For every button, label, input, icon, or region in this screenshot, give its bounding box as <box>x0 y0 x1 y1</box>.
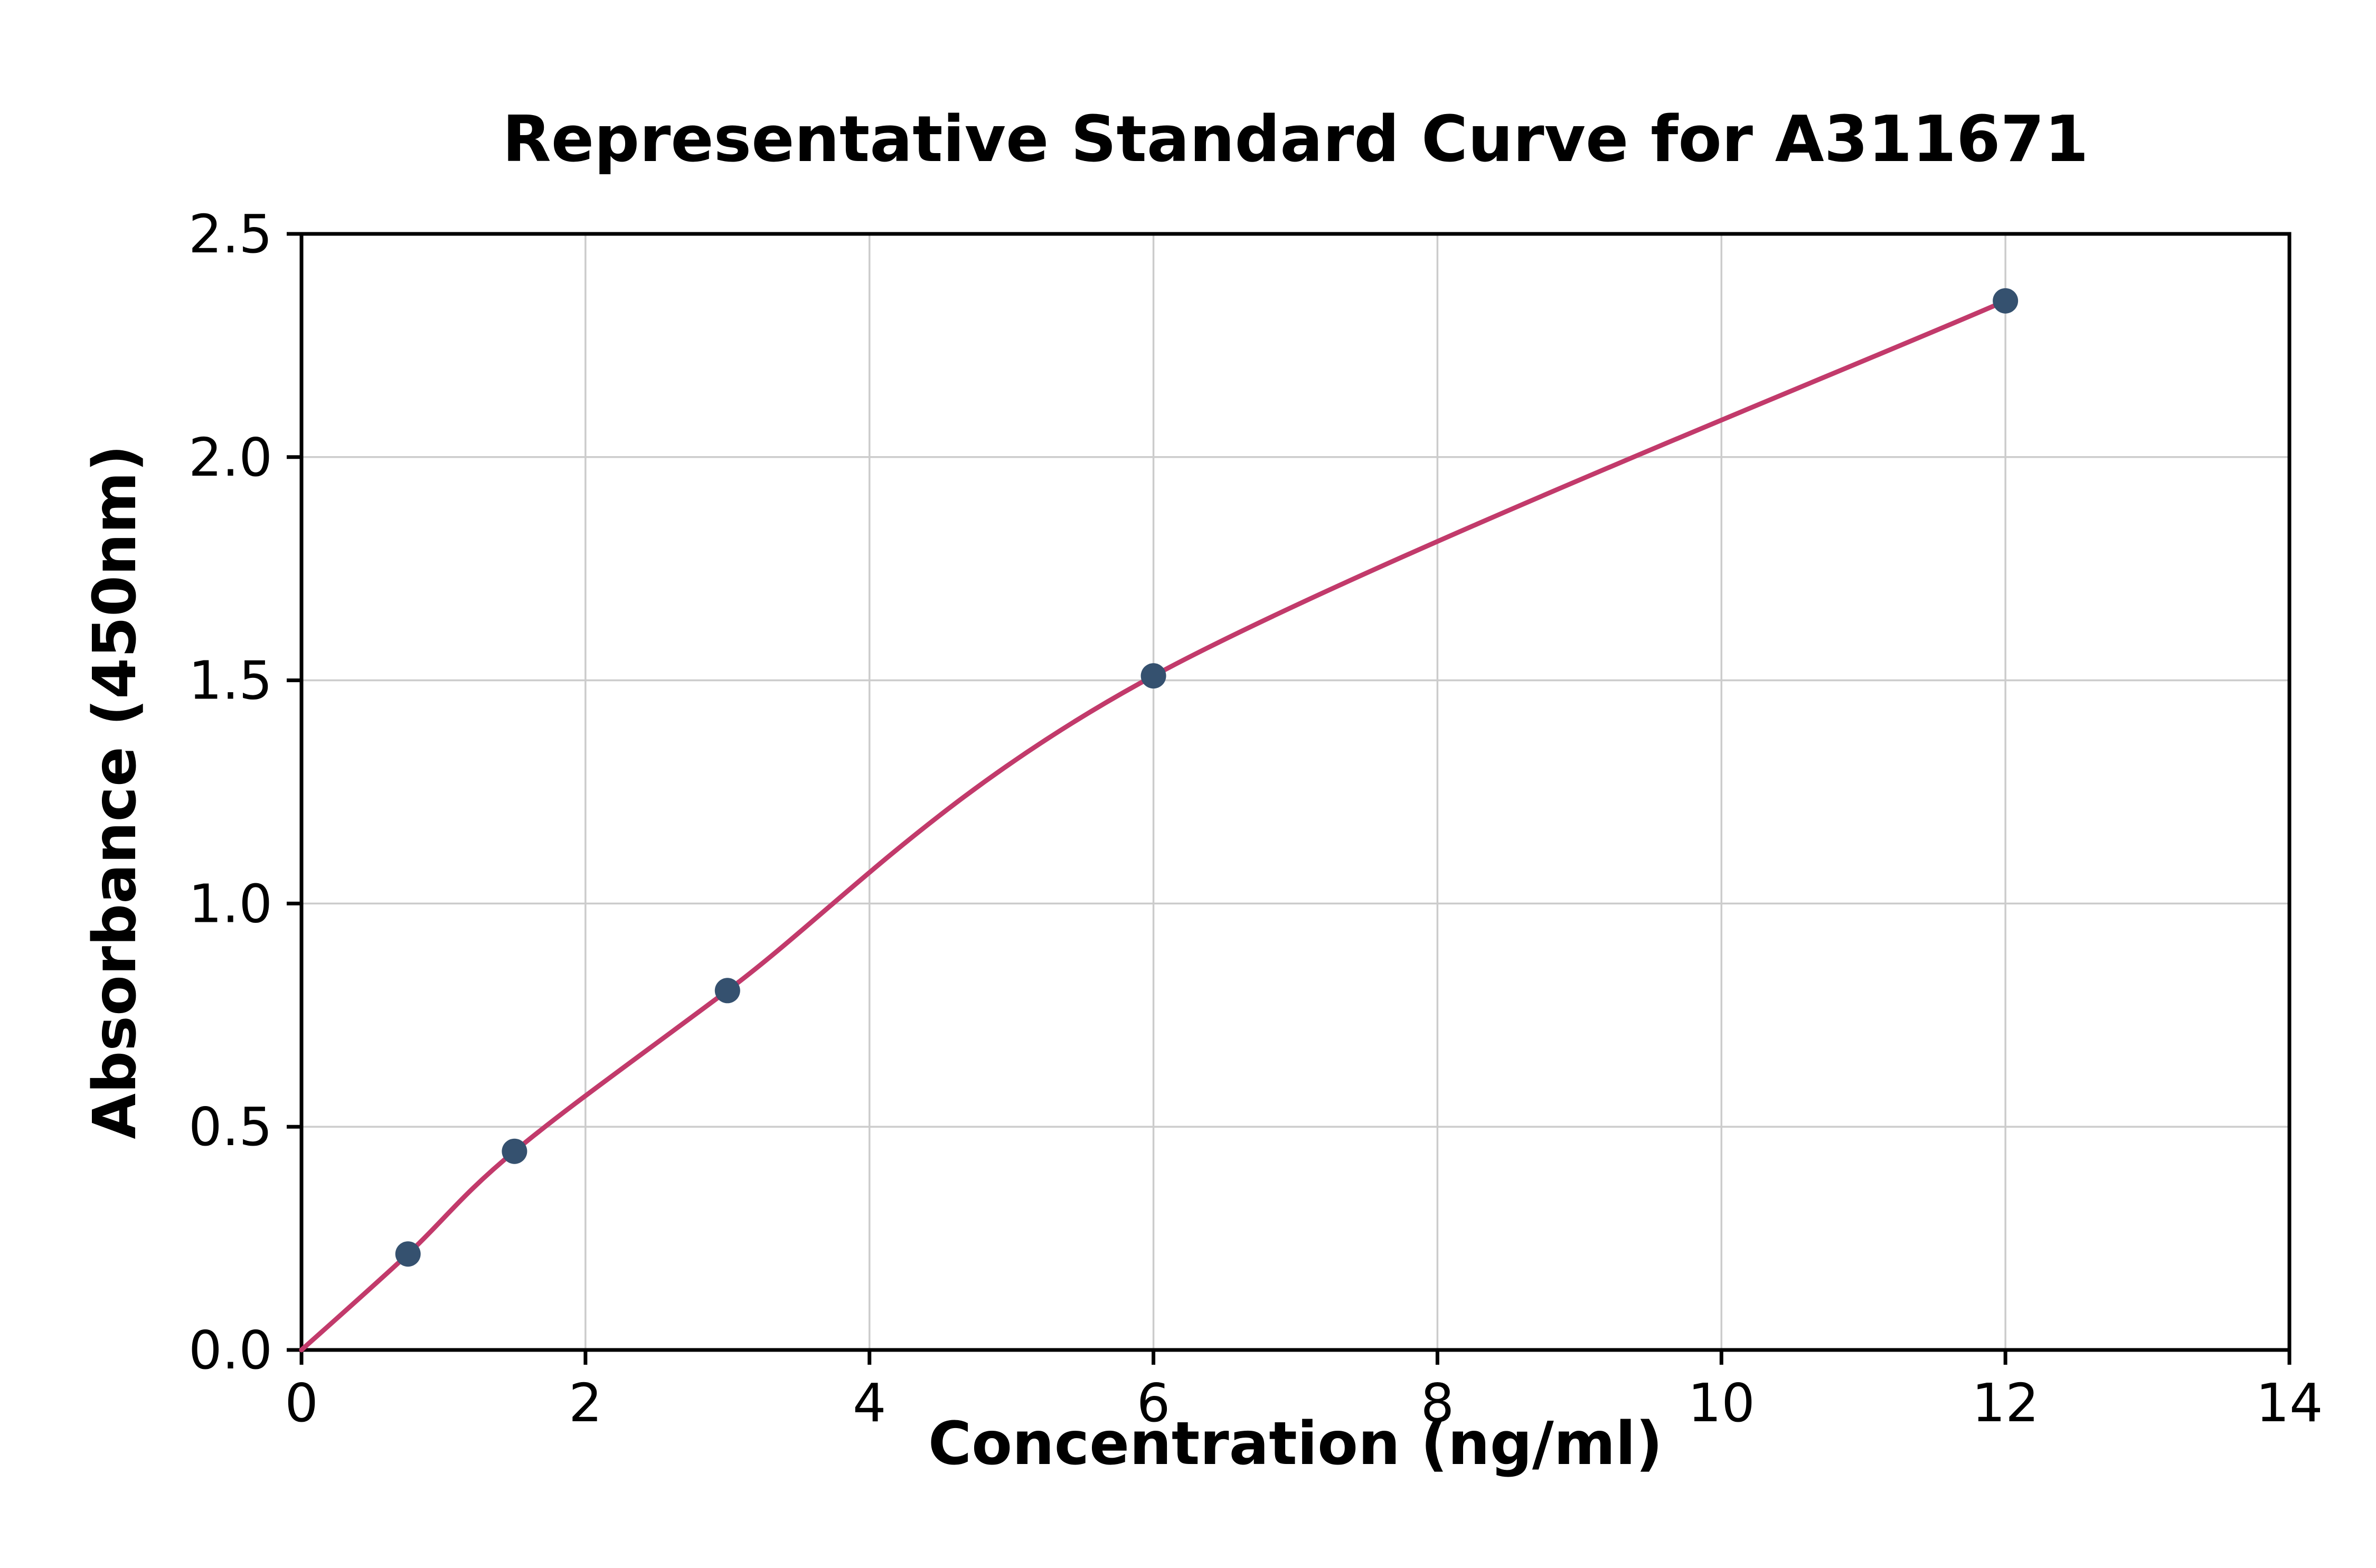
x-tick-label-0: 0 <box>285 1372 318 1434</box>
data-point-3 <box>1140 663 1166 689</box>
y-tick-label-0: 0.0 <box>188 1319 272 1381</box>
y-tick-label-1: 0.5 <box>188 1096 272 1158</box>
x-tick-label-7: 14 <box>2256 1372 2323 1434</box>
data-point-4 <box>1993 288 2019 314</box>
data-point-0 <box>395 1241 421 1267</box>
y-tick-label-4: 2.0 <box>188 427 272 488</box>
y-axis-label: Absorbance (450nm) <box>81 445 149 1139</box>
standard-curve-line <box>299 298 2008 1353</box>
y-tick-label-3: 1.5 <box>188 650 272 712</box>
chart-title: Representative Standard Curve for A31167… <box>502 103 2089 176</box>
y-tick-label-5: 2.5 <box>188 203 272 265</box>
y-tick-label-2: 1.0 <box>188 873 272 934</box>
x-tick-label-1: 2 <box>569 1372 602 1434</box>
x-tick-label-2: 4 <box>853 1372 887 1434</box>
x-tick-label-6: 12 <box>1972 1372 2039 1434</box>
x-tick-label-5: 10 <box>1688 1372 1755 1434</box>
data-point-2 <box>714 978 740 1004</box>
x-axis-label: Concentration (ng/ml) <box>928 1410 1663 1478</box>
x-tick-label-4: 8 <box>1421 1372 1455 1434</box>
data-point-1 <box>502 1138 527 1164</box>
x-tick-label-3: 6 <box>1137 1372 1171 1434</box>
plot-border <box>299 232 2292 1352</box>
